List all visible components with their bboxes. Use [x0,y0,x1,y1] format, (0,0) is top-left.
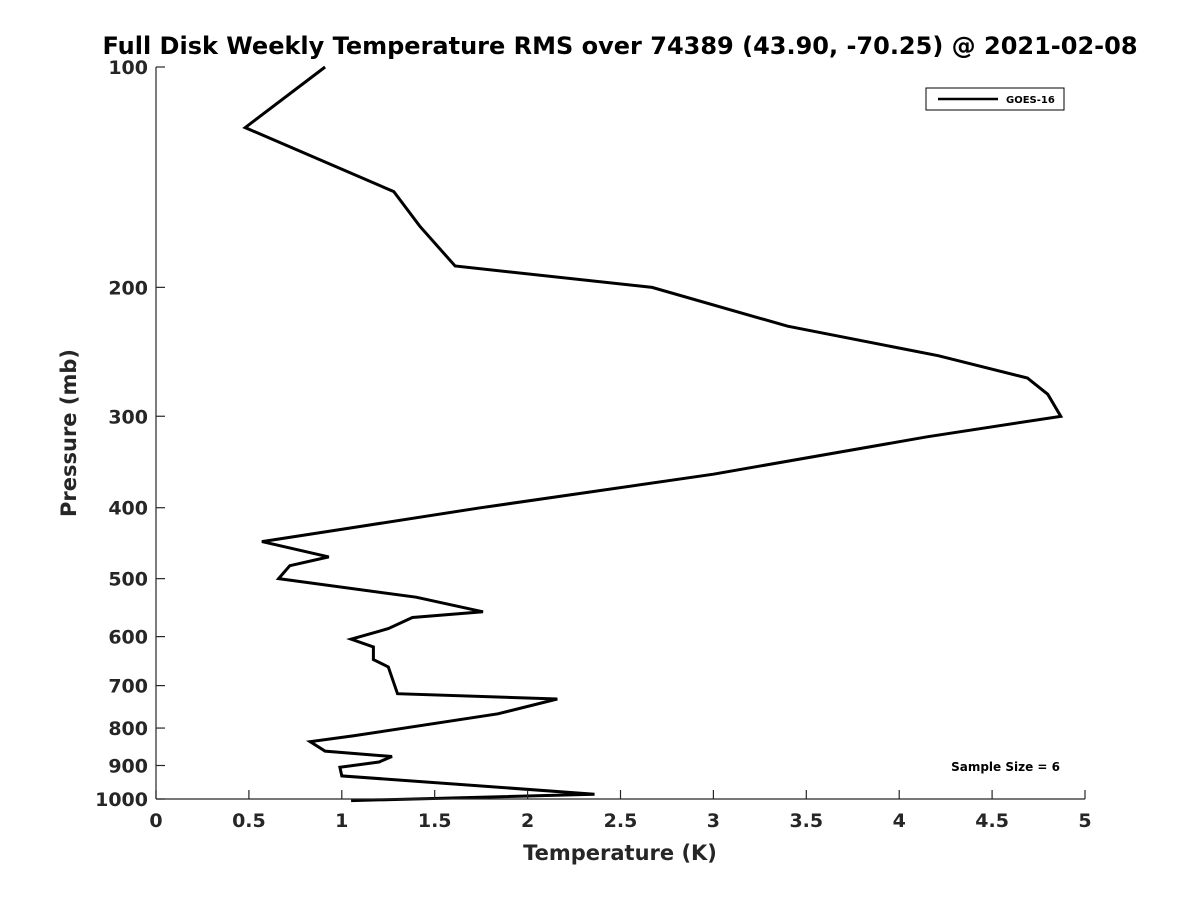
y-tick-label: 100 [108,57,148,79]
y-tick-label: 400 [108,498,148,520]
y-tick-label: 500 [108,569,148,591]
x-tick-label: 2.5 [604,810,638,832]
legend: GOES-16 [925,87,1065,111]
legend-label: GOES-16 [1006,95,1055,106]
x-tick-label: 3.5 [789,810,823,832]
x-tick-label: 1 [335,810,348,832]
x-tick-label: 4 [893,810,906,832]
x-ticks: 0 0.5 1 1.5 2 2.5 3 3.5 4 4.5 5 [149,790,1092,832]
chart-title: Full Disk Weekly Temperature RMS over 74… [102,32,1137,60]
x-tick-label: 2 [521,810,534,832]
y-tick-label: 1000 [95,789,148,811]
y-tick-label: 600 [108,627,148,649]
plot-area [156,67,1085,799]
y-tick-label: 900 [108,756,148,778]
x-tick-label: 4.5 [975,810,1009,832]
sample-size-annotation: Sample Size = 6 [951,760,1060,774]
x-tick-label: 5 [1078,810,1091,832]
x-tick-label: 0 [149,810,162,832]
y-tick-label: 700 [108,676,148,698]
x-tick-label: 3 [707,810,720,832]
x-tick-label: 1.5 [418,810,452,832]
series-layer [242,65,1064,803]
y-axis-label: Pressure (mb) [57,349,81,517]
x-axis-label: Temperature (K) [523,841,717,865]
y-tick-label: 800 [108,718,148,740]
series-line-goes-16 [242,65,1064,803]
y-ticks: 100 200 300 400 500 600 700 800 900 1000 [95,57,165,811]
y-tick-label: 200 [108,277,148,299]
y-tick-label: 300 [108,406,148,428]
x-tick-label: 0.5 [232,810,266,832]
